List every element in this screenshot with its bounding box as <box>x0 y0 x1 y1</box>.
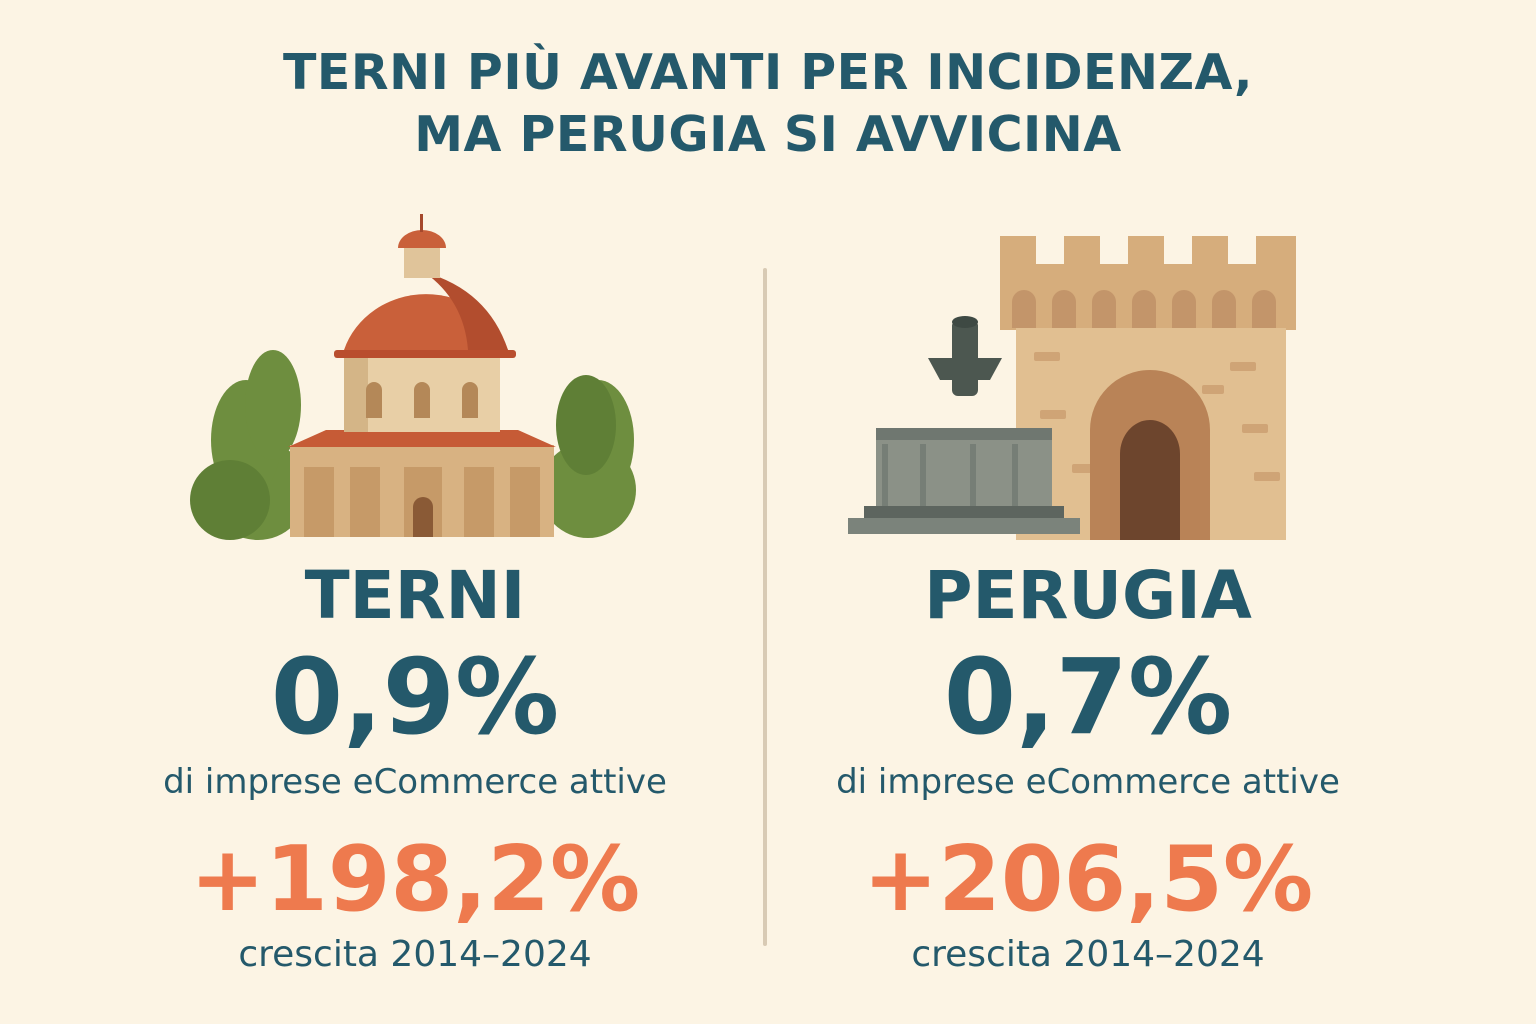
ecommerce-share-value: 0,9% <box>270 636 560 758</box>
fountain-icon <box>848 316 1080 534</box>
growth-value: +198,2% <box>189 827 641 932</box>
ecommerce-share-label: di imprese eCommerce attive <box>163 762 667 802</box>
tree-left-icon <box>190 350 308 540</box>
column-divider <box>763 268 767 946</box>
ecommerce-share-label: di imprese eCommerce attive <box>836 762 1340 802</box>
headline-line-2: MA PERUGIA SI AVVICINA <box>414 106 1122 163</box>
tree-right-icon <box>540 375 636 538</box>
growth-label: crescita 2014–2024 <box>238 934 592 975</box>
city-panel-perugia: PERUGIA 0,7% di imprese eCommerce attive… <box>772 0 1452 1024</box>
headline: TERNI PIÙ AVANTI PER INCIDENZA, MA PERUG… <box>0 42 1536 166</box>
growth-value: +206,5% <box>862 827 1314 932</box>
medieval-tower-icon <box>1000 236 1296 540</box>
city-name: TERNI <box>304 557 526 634</box>
domed-church-with-trees-icon <box>88 200 768 550</box>
city-panel-terni: TERNI 0,9% di imprese eCommerce attive +… <box>88 0 768 1024</box>
fountain-and-medieval-tower-icon <box>772 200 1452 550</box>
growth-label: crescita 2014–2024 <box>911 934 1265 975</box>
city-name: PERUGIA <box>924 557 1252 634</box>
ecommerce-share-value: 0,7% <box>943 636 1233 758</box>
headline-line-1: TERNI PIÙ AVANTI PER INCIDENZA, <box>283 44 1253 101</box>
